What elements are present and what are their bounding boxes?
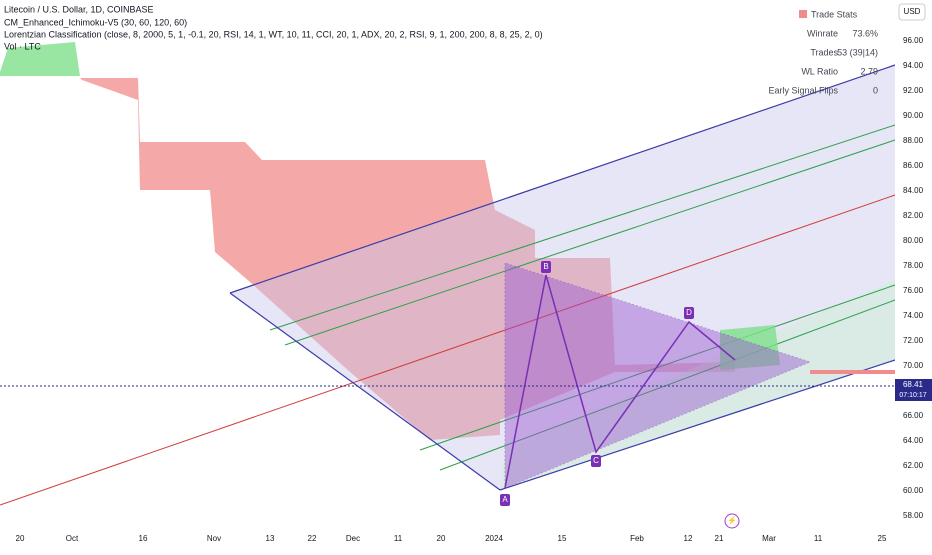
- pattern-point-badge: [500, 494, 510, 506]
- pattern-point: D: [686, 308, 692, 317]
- channel-line: [0, 194, 896, 506]
- currency-button[interactable]: [898, 3, 926, 21]
- x-tick-label: Nov: [207, 534, 221, 543]
- x-tick-label: 13: [266, 534, 275, 543]
- channel-line: [229, 64, 896, 294]
- channel-line: [439, 299, 896, 471]
- x-tick-label: Feb: [630, 534, 644, 543]
- y-tick-label: 62.00: [903, 461, 924, 470]
- cloud-green: [0, 42, 80, 76]
- stat-label: Winrate: [807, 28, 838, 38]
- y-tick-label: 84.00: [903, 186, 924, 195]
- stat-label: Early Signal Flips: [768, 85, 838, 95]
- pattern-point-badge: [541, 261, 551, 273]
- y-tick-label: 70.00: [903, 361, 924, 370]
- y-tick-label: 72.00: [903, 336, 924, 345]
- pattern-point-badge: [591, 455, 601, 467]
- y-tick-label: 80.00: [903, 236, 924, 245]
- channel-line: [269, 124, 896, 331]
- channel-line: [229, 292, 501, 491]
- indicator: Vol · LTC: [4, 41, 41, 51]
- triangle-pattern: [504, 262, 812, 489]
- y-tick-label: 64.00: [903, 436, 924, 445]
- y-tick-label: 88.00: [903, 136, 924, 145]
- channel-fill: [230, 65, 895, 490]
- channel-line: [419, 284, 896, 451]
- x-tick-label: 25: [878, 534, 887, 543]
- x-tick-label: 2024: [485, 534, 503, 543]
- y-tick-label: 76.00: [903, 286, 924, 295]
- event-icon[interactable]: [724, 513, 740, 529]
- channel-line: [499, 359, 896, 491]
- y-tick-label: 92.00: [903, 86, 924, 95]
- stat-label: Trades: [810, 47, 838, 57]
- stats-title: Trade Stats: [811, 9, 858, 19]
- pattern-point: B: [543, 262, 548, 271]
- channel-line: [284, 139, 896, 346]
- price-axis: [895, 0, 932, 550]
- indicator: CM_Enhanced_Ichimoku-V5 (30, 60, 120, 60…: [4, 17, 187, 27]
- x-tick-label: Mar: [762, 534, 776, 543]
- x-tick-label: 20: [437, 534, 446, 543]
- pattern-point: C: [593, 456, 599, 465]
- symbol-title: Litecoin / U.S. Dollar, 1D, COINBASE: [4, 4, 154, 14]
- y-tick-label: 94.00: [903, 61, 924, 70]
- stats-icon: [799, 10, 807, 18]
- y-tick-label: 90.00: [903, 111, 924, 120]
- price-tag: [895, 379, 932, 401]
- stat-value: 53 (39|14): [837, 47, 878, 57]
- y-tick-label: 78.00: [903, 261, 924, 270]
- x-tick-label: 11: [814, 534, 823, 543]
- x-tick-label: 21: [715, 534, 724, 543]
- event-icon-glyph: ⚡: [727, 515, 737, 525]
- x-tick-label: 16: [139, 534, 148, 543]
- pattern-point-badge: [684, 307, 694, 319]
- price-tag-value: 68.41: [903, 380, 924, 389]
- x-tick-label: 22: [308, 534, 317, 543]
- harmonic-pattern: [504, 274, 736, 489]
- cloud-green: [720, 325, 780, 370]
- x-tick-label: 15: [558, 534, 567, 543]
- cloud-red: [80, 78, 735, 440]
- y-tick-label: 60.00: [903, 486, 924, 495]
- y-tick-label: 96.00: [903, 36, 924, 45]
- y-tick-label: 86.00: [903, 161, 924, 170]
- pattern-point: A: [502, 495, 508, 504]
- indicator: Lorentzian Classification (close, 8, 200…: [4, 29, 543, 39]
- stat-value: 2.79: [860, 66, 878, 76]
- stat-value: 73.6%: [852, 28, 878, 38]
- stat-value: 0: [873, 85, 878, 95]
- y-tick-label: 66.00: [903, 411, 924, 420]
- x-tick-label: 11: [394, 534, 403, 543]
- price-tag-timer: 07:10:17: [899, 392, 926, 399]
- x-tick-label: 12: [684, 534, 693, 543]
- time-axis: [0, 528, 895, 550]
- x-tick-label: Dec: [346, 534, 360, 543]
- currency: USD: [904, 7, 921, 16]
- stat-label: WL Ratio: [801, 66, 838, 76]
- y-tick-label: 74.00: [903, 311, 924, 320]
- y-tick-label: 58.00: [903, 511, 924, 520]
- channel-fill-green: [500, 280, 895, 490]
- x-tick-label: 20: [16, 534, 25, 543]
- y-tick-label: 82.00: [903, 211, 924, 220]
- x-tick-label: Oct: [66, 534, 79, 543]
